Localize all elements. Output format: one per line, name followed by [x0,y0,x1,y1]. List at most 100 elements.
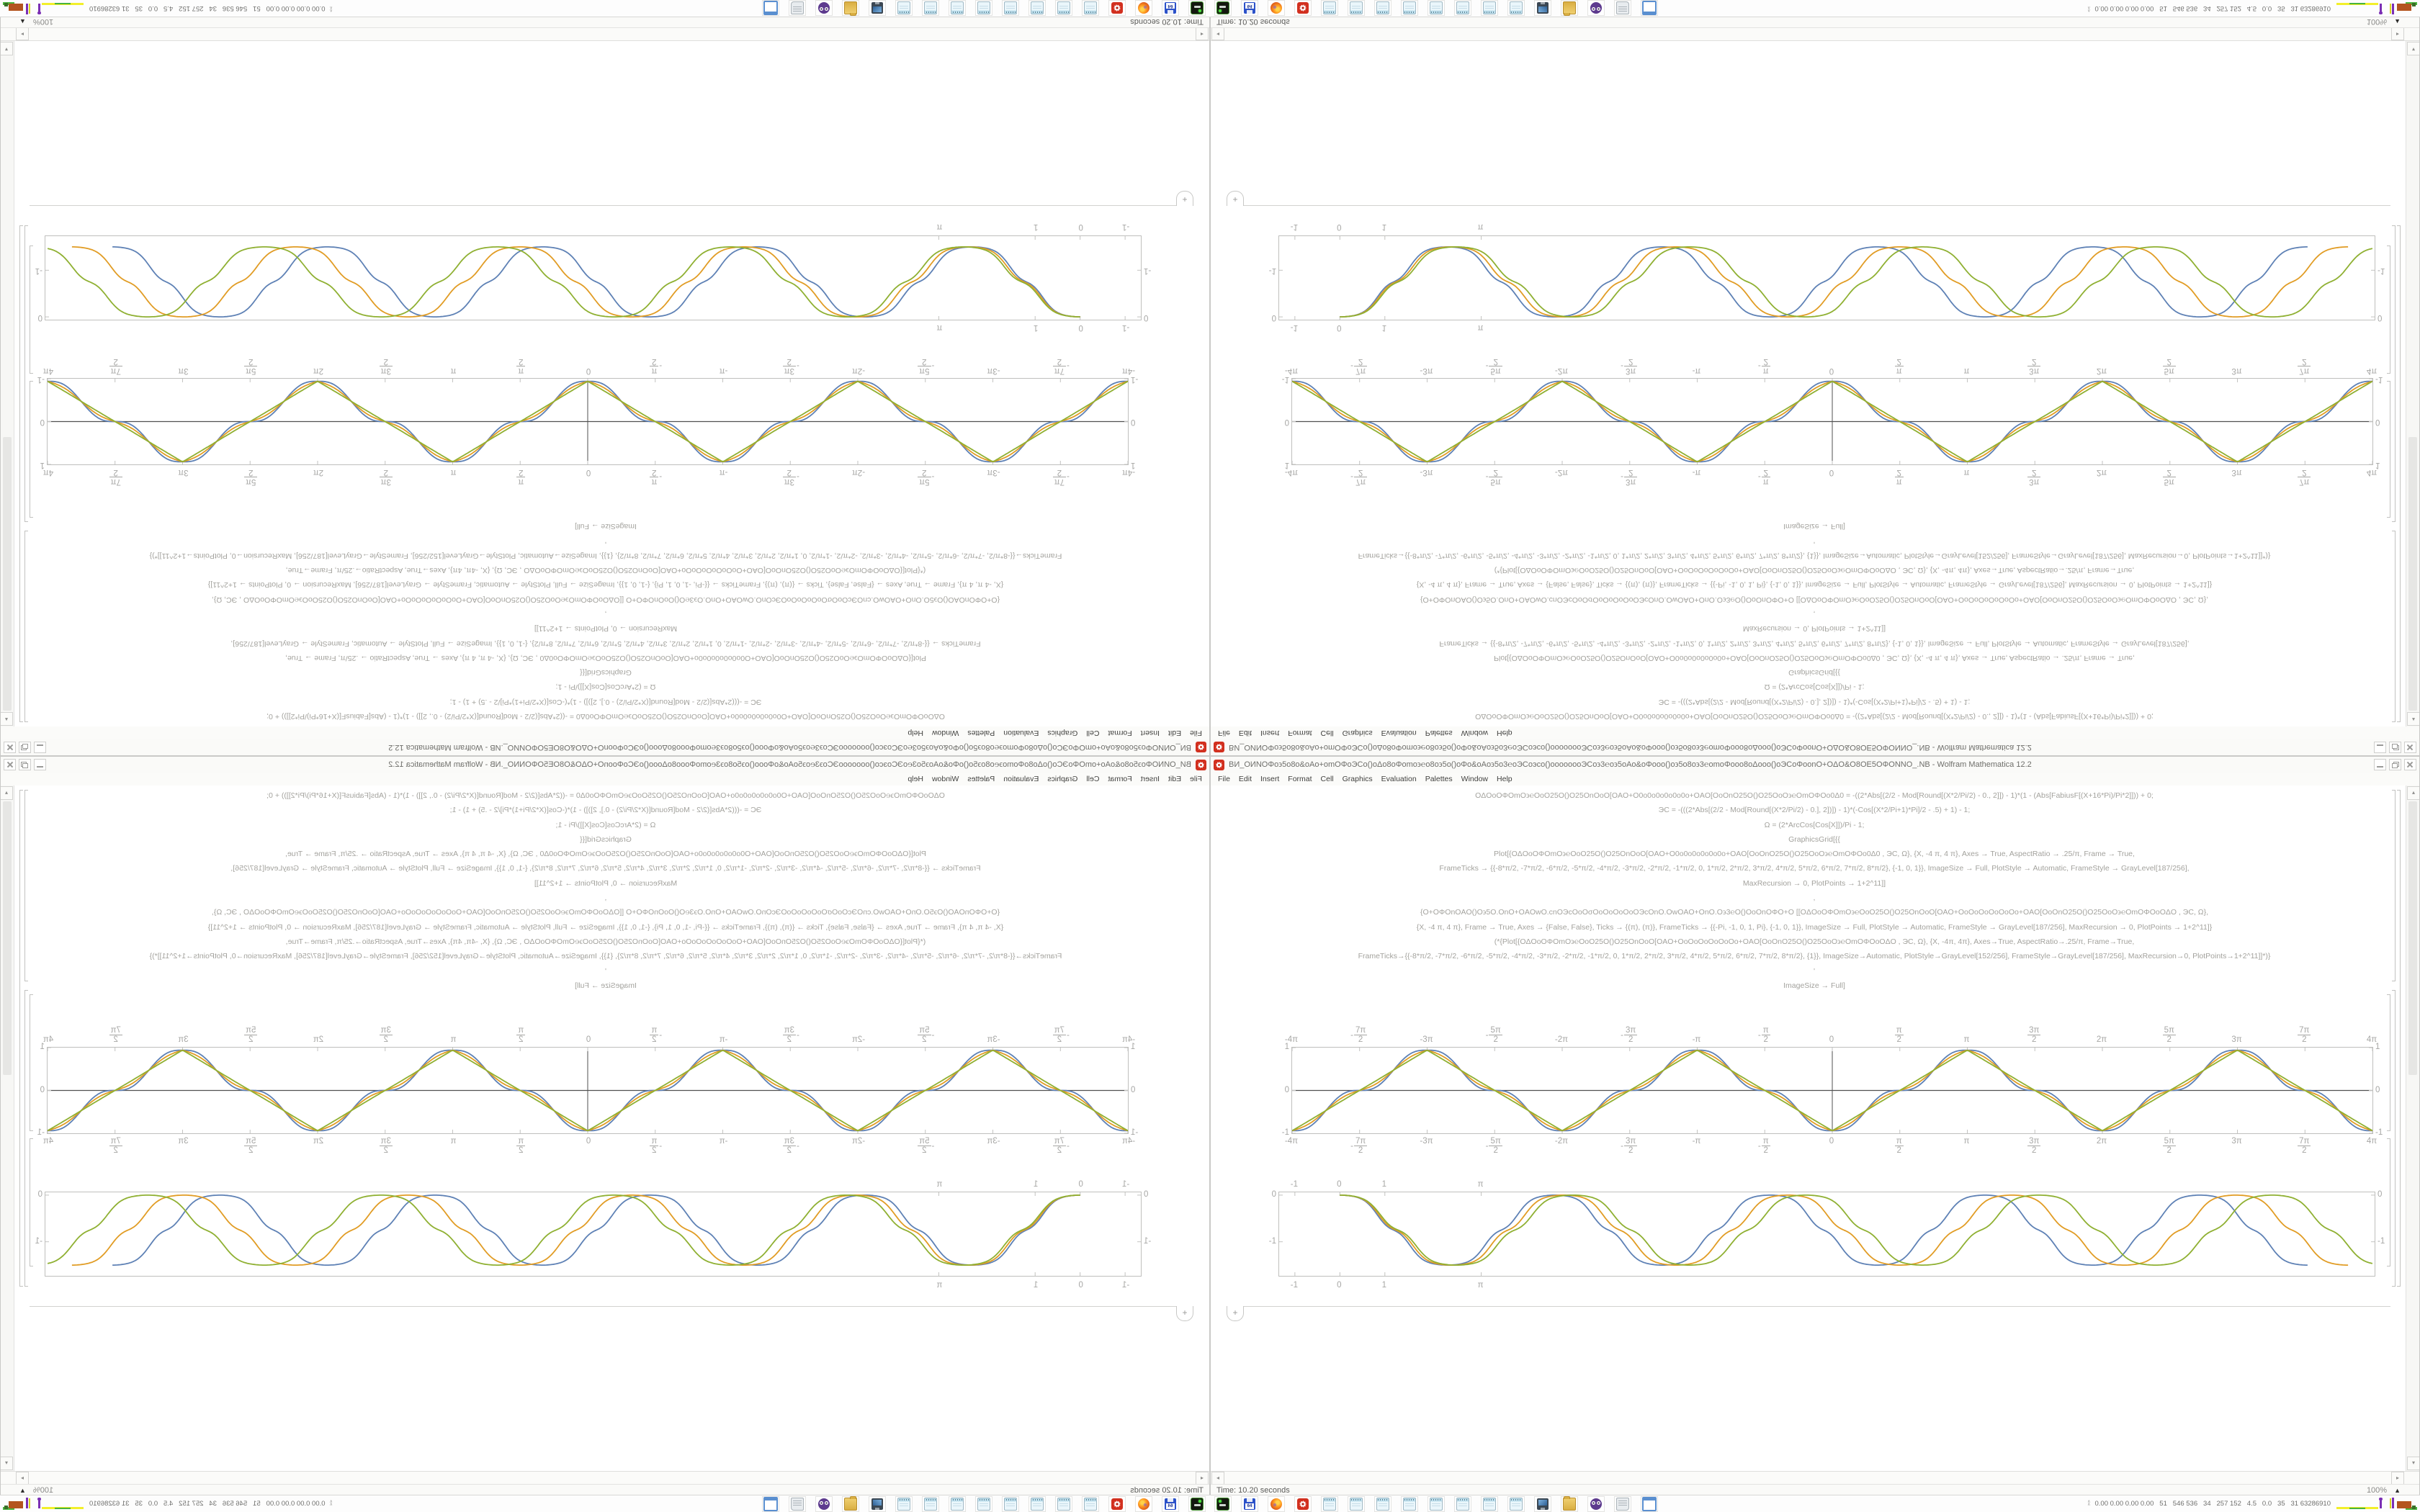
code-cell[interactable]: OΔOoOΦOmO϶℮OoO25O()O25OnOoO[OAO+O0o0o0o0… [1252,788,2376,993]
code-line[interactable]: MaxRecursion → 0, PlotPoints → 1+2^11]] [1742,878,1886,888]
code-line[interactable]: {X, -4 π, 4 π}, Frame → True, Axes → {Fa… [1416,922,2213,932]
folder-taskbar-button[interactable] [842,1496,859,1512]
notepad-taskbar-button[interactable] [949,0,966,16]
horizontal-scrollbar[interactable]: ◂ ▸ [1211,1471,2419,1485]
minimize-button[interactable] [2374,759,2386,770]
horizontal-scrollbar[interactable]: ◂ ▸ [1,27,1209,41]
menu-cell[interactable]: Cell [1086,775,1100,783]
code-line[interactable]: ImageSize → Full] [1783,981,1845,990]
close-button[interactable] [2404,742,2416,753]
code-line[interactable]: MaxRecursion → 0, PlotPoints → 1+2^11]] [534,878,678,888]
menu-cell[interactable]: Cell [1086,729,1100,737]
code-line[interactable]: , [604,609,607,618]
horizontal-scrollbar[interactable]: ◂ ▸ [1,1471,1209,1485]
code-line[interactable]: ЭC = -(((2*Abs[(2/2 - Mod[Round[(X*2/Pi/… [1658,697,1971,706]
menu-help[interactable]: Help [1497,729,1512,737]
menu-insert[interactable]: Insert [1140,729,1160,737]
drive-indicator-taskbar-button[interactable] [1188,1496,1206,1512]
cell-insert-plus-badge[interactable]: + [1176,191,1193,206]
code-line[interactable]: Ω = (2*ArcCos[Cos[X]])/Pi - 1; [555,820,656,829]
system-monitor-graph-icon[interactable] [3,1,84,16]
menu-format[interactable]: Format [1288,775,1312,783]
notepad-taskbar-button[interactable] [922,1496,939,1512]
menu-palettes[interactable]: Palettes [967,729,995,737]
notepad-taskbar-button[interactable] [1028,0,1046,16]
drive-indicator-taskbar-button[interactable] [1214,1496,1232,1512]
cell-bracket-input[interactable] [24,790,25,981]
scroll-document-taskbar-button[interactable] [789,0,806,16]
code-line[interactable]: , [1813,609,1816,618]
magnification-value[interactable]: 100% [2366,1486,2388,1495]
code-line[interactable]: ImageSize → Full] [1783,522,1845,531]
code-line[interactable]: OΔOoOΦOmO϶℮OoO25O()O25OnOoO[OAO+O0o0o0o0… [266,791,945,800]
notebook-content[interactable]: OΔOoOΦOmO϶℮OoO25O()O25OnOoO[OAO+O0o0o0o0… [1211,786,2419,1471]
system-monitor-graph-icon[interactable] [2336,1496,2417,1511]
code-line[interactable]: Plot[{OΔOoOΦOmO϶℮OoO25O()O25OnOoO[OAO+O0… [285,653,926,662]
tray-expand-icon[interactable]: ∧ ∧ [2087,1500,2091,1507]
owl-app-taskbar-button[interactable] [1587,0,1605,16]
menu-graphics[interactable]: Graphics [1342,729,1373,737]
code-line[interactable]: (*{Plot[{OΔOoOΦOmO϶℮OoO25O()O25OnOoO[OAO… [1494,566,2135,575]
code-line[interactable]: FrameTicks → {{-8*π/2, -7*π/2, -6*π/2, -… [1439,639,2190,648]
vertical-scroll-thumb[interactable] [3,801,12,1075]
menu-window[interactable]: Window [1461,729,1489,737]
code-line[interactable]: FrameTicks→{{-8*π/2, -7*π/2, -6*π/2, -5*… [1358,551,2271,560]
scroll-up-button[interactable]: ▴ [2407,786,2419,800]
vertical-scrollbar[interactable]: ▴ ▾ [2406,786,2419,1471]
notepad-taskbar-button[interactable] [1055,0,1072,16]
notepad-taskbar-button[interactable] [1481,1496,1498,1512]
menu-file[interactable]: File [1218,775,1230,783]
vertical-scrollbar[interactable]: ▴ ▾ [1,786,14,1471]
code-line[interactable]: FrameTicks→{{-8*π/2, -7*π/2, -6*π/2, -5*… [149,952,1062,961]
cell-insert-line[interactable] [1244,205,2390,206]
code-line[interactable]: Plot[{OΔOoOΦOmO϶℮OoO25O()O25OnOoO[OAO+O0… [1494,653,2135,662]
vertical-scroll-thumb[interactable] [2408,801,2417,1075]
window-frame-taskbar-button[interactable] [762,1496,779,1512]
magnification-dropdown-icon[interactable]: ▲ [2394,18,2401,25]
code-line[interactable]: ' [1813,536,1815,546]
notepad-taskbar-button[interactable] [1028,1496,1046,1512]
code-line[interactable]: Ω = (2*ArcCos[Cos[X]])/Pi - 1; [1764,820,1865,829]
code-line[interactable]: MaxRecursion → 0, PlotPoints → 1+2^11]] [1742,624,1886,634]
window-titlebar[interactable]: BИ_OИNOΦo϶5o8o&oAo+omOΦoЭCo()oΔo8oΦomo϶℮… [1,739,1209,755]
code-cell[interactable]: OΔOoOΦOmO϶℮OoO25O()O25OnOoO[OAO+O0o0o0o0… [1252,519,2376,724]
cell-bracket-outer[interactable] [2397,790,2401,1287]
menu-edit[interactable]: Edit [1238,729,1252,737]
code-line[interactable]: ImageSize → Full] [575,981,637,990]
notepad-taskbar-button[interactable] [949,1496,966,1512]
menu-graphics[interactable]: Graphics [1342,775,1373,783]
code-line[interactable]: ' [1813,966,1815,976]
magnification-value[interactable]: 100% [32,1486,54,1495]
notepad-taskbar-button[interactable] [1428,0,1445,16]
restore-button[interactable] [2389,742,2401,753]
code-cell[interactable]: OΔOoOΦOmO϶℮OoO25O()O25OnOoO[OAO+O0o0o0o0… [44,788,1168,993]
drive-indicator-taskbar-button[interactable] [1188,0,1206,16]
firefox-taskbar-button[interactable] [1135,0,1152,16]
code-line[interactable]: {O+OΦOnOAO()O϶5O.OnO+OAOwO.cnOЭcOoOσOoOo… [211,908,1000,917]
menu-cell[interactable]: Cell [1320,729,1334,737]
folder-taskbar-button[interactable] [842,0,859,16]
code-line[interactable]: GraphicsGrid[{{ [1788,668,1840,678]
system-monitor-graph-icon[interactable] [3,1496,84,1511]
code-line[interactable]: Ω = (2*ArcCos[Cos[X]])/Pi - 1; [555,683,656,692]
magnification-dropdown-icon[interactable]: ▲ [19,18,26,25]
cell-bracket-output[interactable] [24,990,25,1287]
cell-bracket-output[interactable] [24,225,25,522]
mathematica-spikey-taskbar-button[interactable] [1108,1496,1126,1512]
folder-taskbar-button[interactable] [1561,0,1578,16]
code-line[interactable]: Ω = (2*ArcCos[Cos[X]])/Pi - 1; [1764,683,1865,692]
horizontal-scrollbar[interactable]: ◂ ▸ [1211,27,2419,41]
code-line[interactable]: ImageSize → Full] [575,522,637,531]
owl-app-taskbar-button[interactable] [815,0,833,16]
minimize-button[interactable] [2374,742,2386,753]
screenshot-monitor-taskbar-button[interactable] [1534,1496,1551,1512]
scroll-up-button[interactable]: ▴ [2407,712,2419,726]
tray-expand-icon[interactable]: ∧ ∧ [2087,5,2091,12]
notepad-taskbar-button[interactable] [1002,1496,1019,1512]
notepad-taskbar-button[interactable] [1348,0,1365,16]
code-line[interactable]: MaxRecursion → 0, PlotPoints → 1+2^11]] [534,624,678,634]
cell-bracket-input[interactable] [2395,531,2396,722]
notepad-taskbar-button[interactable] [922,0,939,16]
magnification-value[interactable]: 100% [32,17,54,26]
notepad-taskbar-button[interactable] [1507,0,1525,16]
